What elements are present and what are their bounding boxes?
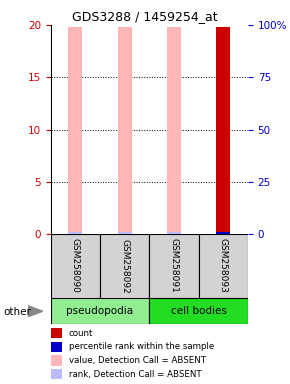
Bar [149,234,199,298]
Bar [100,234,149,298]
Bar [68,27,82,234]
Bar [118,232,132,234]
Bar [149,298,248,324]
Text: GDS3288 / 1459254_at: GDS3288 / 1459254_at [72,10,218,23]
Text: rank, Detection Call = ABSENT: rank, Detection Call = ABSENT [69,370,201,379]
Text: GSM258092: GSM258092 [120,238,129,293]
Text: percentile rank within the sample: percentile rank within the sample [69,343,214,351]
Bar [51,369,62,379]
Text: other: other [3,307,31,317]
Bar [51,328,62,338]
Text: pseudopodia: pseudopodia [66,306,134,316]
Bar [51,298,149,324]
Bar [118,27,132,234]
Bar [199,234,248,298]
Polygon shape [28,306,43,316]
Text: count: count [69,329,93,338]
Bar [51,355,62,366]
Bar [68,232,82,234]
Text: GSM258091: GSM258091 [169,238,179,293]
Bar [216,232,230,234]
Bar [51,234,100,298]
Bar [51,342,62,352]
Text: GSM258090: GSM258090 [71,238,80,293]
Text: value, Detection Call = ABSENT: value, Detection Call = ABSENT [69,356,206,365]
Bar [167,27,181,234]
Text: cell bodies: cell bodies [171,306,226,316]
Text: GSM258093: GSM258093 [219,238,228,293]
Bar [167,232,181,234]
Bar [216,27,230,234]
